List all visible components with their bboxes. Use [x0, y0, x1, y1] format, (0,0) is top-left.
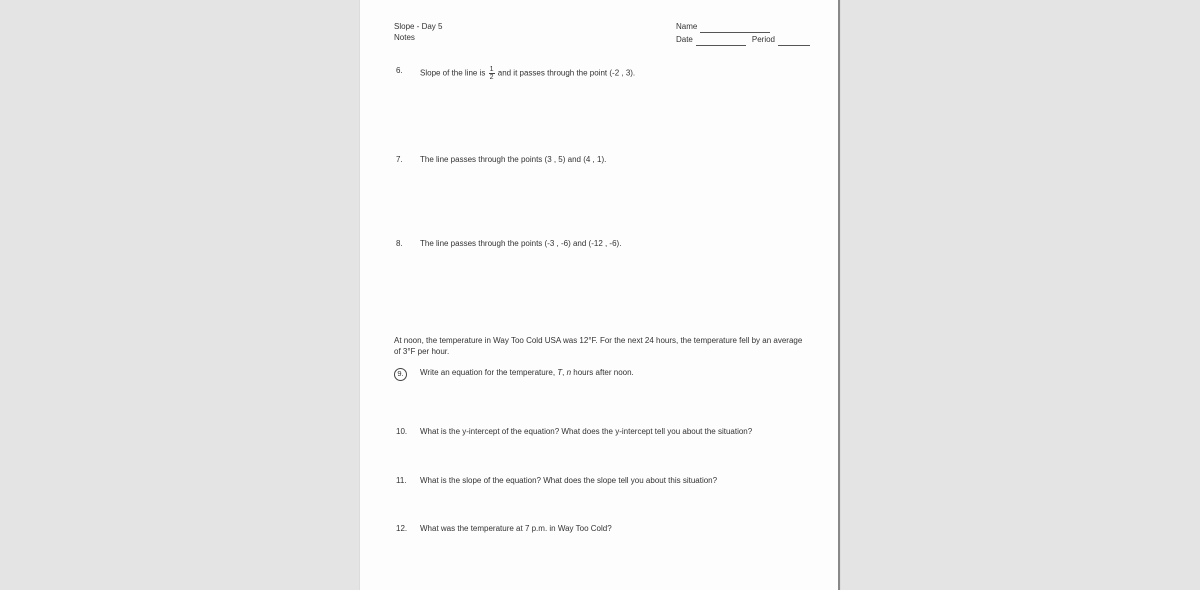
q9-text: Write an equation for the temperature, T… — [420, 368, 810, 379]
q9-pre: Write an equation for the temperature, — [420, 368, 557, 377]
q9-number-circled: 9. — [394, 368, 407, 381]
q6-number: 6. — [394, 66, 420, 77]
header-left: Slope - Day 5 Notes — [394, 22, 442, 48]
name-blank — [700, 25, 770, 33]
title-line-2: Notes — [394, 33, 442, 44]
name-row: Name — [676, 22, 810, 33]
q9-number-wrap: 9. — [394, 368, 420, 381]
question-10: 10. What is the y-intercept of the equat… — [394, 427, 810, 438]
question-9: 9. Write an equation for the temperature… — [394, 368, 810, 381]
q7-text: The line passes through the points (3 , … — [420, 155, 810, 166]
q11-number: 11. — [394, 476, 420, 487]
question-11: 11. What is the slope of the equation? W… — [394, 476, 810, 487]
worksheet-page: Slope - Day 5 Notes Name Date Period 6. — [360, 0, 840, 590]
header-right: Name Date Period — [676, 22, 810, 48]
q10-number: 10. — [394, 427, 420, 438]
title-line-1: Slope - Day 5 — [394, 22, 442, 33]
q8-number: 8. — [394, 239, 420, 250]
q6-post: and it passes through the point (-2 , 3)… — [496, 68, 636, 77]
question-12: 12. What was the temperature at 7 p.m. i… — [394, 524, 810, 535]
question-8: 8. The line passes through the points (-… — [394, 239, 810, 250]
q11-text: What is the slope of the equation? What … — [420, 476, 810, 487]
q6-fraction: 12 — [489, 66, 495, 81]
q8-text: The line passes through the points (-3 ,… — [420, 239, 810, 250]
q10-text: What is the y-intercept of the equation?… — [420, 427, 810, 438]
question-6: 6. Slope of the line is 12 and it passes… — [394, 66, 810, 81]
period-blank — [778, 38, 810, 46]
q9-post: hours after noon. — [571, 368, 634, 377]
q6-frac-den: 2 — [489, 74, 495, 81]
q6-pre: Slope of the line is — [420, 68, 488, 77]
date-period-row: Date Period — [676, 35, 810, 46]
q6-frac-num: 1 — [489, 66, 495, 74]
q7-number: 7. — [394, 155, 420, 166]
viewport: Slope - Day 5 Notes Name Date Period 6. — [0, 0, 1200, 590]
worksheet-header: Slope - Day 5 Notes Name Date Period — [394, 22, 810, 48]
q12-text: What was the temperature at 7 p.m. in Wa… — [420, 524, 810, 535]
scenario-intro: At noon, the temperature in Way Too Cold… — [394, 336, 810, 358]
q12-number: 12. — [394, 524, 420, 535]
name-label: Name — [676, 22, 697, 33]
q6-text: Slope of the line is 12 and it passes th… — [420, 66, 810, 81]
period-label: Period — [752, 35, 775, 46]
date-label: Date — [676, 35, 693, 46]
date-blank — [696, 38, 746, 46]
question-7: 7. The line passes through the points (3… — [394, 155, 810, 166]
